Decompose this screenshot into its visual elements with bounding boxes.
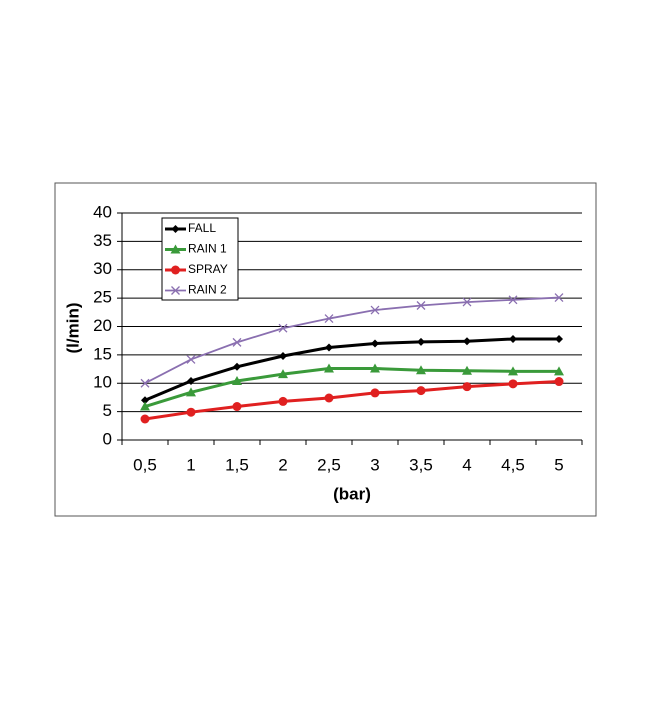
- y-tick-label: 10: [93, 373, 112, 392]
- marker: [416, 365, 426, 375]
- y-tick-label: 5: [103, 401, 112, 420]
- x-tick-label: 0,5: [133, 455, 157, 474]
- marker: [416, 386, 426, 396]
- marker: [186, 407, 196, 417]
- marker: [232, 337, 242, 347]
- marker: [554, 366, 564, 376]
- legend-marker: [171, 286, 180, 295]
- marker: [462, 297, 472, 307]
- marker: [416, 301, 426, 310]
- marker: [463, 337, 471, 346]
- marker: [370, 305, 380, 315]
- marker: [140, 401, 150, 411]
- marker: [370, 388, 380, 398]
- y-tick-label: 15: [93, 344, 112, 363]
- marker: [233, 362, 241, 371]
- marker: [462, 365, 472, 375]
- y-tick-label: 30: [93, 259, 112, 278]
- x-tick-label: 4: [462, 455, 471, 474]
- marker: [324, 393, 334, 403]
- marker: [417, 337, 425, 346]
- legend-marker: [170, 244, 181, 254]
- y-tick-label: 0: [103, 429, 112, 448]
- legend-label: RAIN 1: [188, 242, 227, 256]
- series-line: [144, 296, 560, 385]
- marker: [232, 402, 242, 412]
- marker: [554, 293, 564, 303]
- y-tick-label: 20: [93, 316, 112, 335]
- marker: [278, 369, 288, 379]
- x-tick-label: 4,5: [501, 455, 525, 474]
- marker: [279, 352, 287, 361]
- marker: [370, 363, 380, 373]
- marker: [508, 379, 518, 389]
- marker: [278, 396, 288, 406]
- y-tick-label: 35: [93, 231, 112, 250]
- x-tick-label: 3,5: [409, 455, 433, 474]
- marker: [508, 366, 518, 376]
- x-tick-label: 1,5: [225, 455, 249, 474]
- marker: [278, 323, 288, 333]
- x-tick-label: 1: [186, 455, 195, 474]
- marker: [141, 396, 149, 405]
- series-line: [144, 366, 559, 408]
- legend-marker: [171, 225, 180, 233]
- marker: [508, 295, 518, 305]
- y-axis-title: (l/min): [63, 303, 82, 354]
- marker: [186, 387, 196, 397]
- legend-marker: [171, 265, 180, 275]
- series-line: [144, 380, 560, 421]
- marker: [371, 339, 379, 348]
- series-line: [144, 337, 559, 402]
- marker: [554, 377, 564, 387]
- marker: [186, 354, 196, 364]
- marker: [140, 378, 150, 388]
- y-tick-label: 25: [93, 288, 112, 307]
- marker: [462, 382, 472, 392]
- x-tick-label: 5: [554, 455, 563, 474]
- x-tick-label: 2,5: [317, 455, 341, 474]
- y-tick-label: 40: [93, 202, 112, 221]
- x-axis-title: (bar): [333, 484, 371, 503]
- legend-label: FALL: [188, 221, 216, 235]
- marker: [324, 363, 334, 373]
- marker: [509, 334, 517, 343]
- marker: [325, 343, 333, 352]
- x-tick-label: 3: [370, 455, 379, 474]
- marker: [324, 314, 334, 324]
- legend-label: RAIN 2: [188, 283, 227, 297]
- marker: [232, 375, 242, 385]
- x-tick-label: 2: [278, 455, 287, 474]
- legend-label: SPRAY: [188, 262, 228, 276]
- marker: [187, 376, 195, 385]
- marker: [140, 414, 150, 424]
- marker: [555, 334, 563, 343]
